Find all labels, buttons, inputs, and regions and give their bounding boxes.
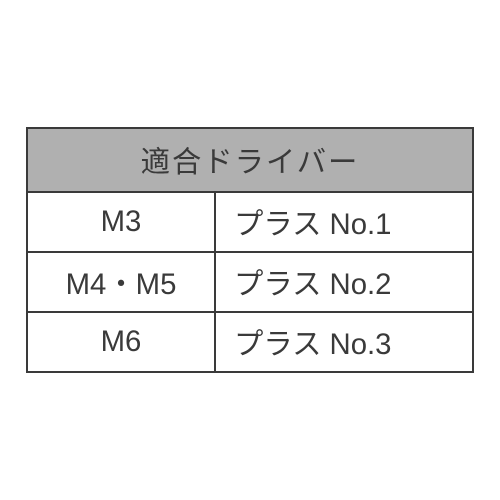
cell-driver: プラス No.2 (215, 252, 473, 312)
table-header: 適合ドライバー (27, 128, 473, 192)
cell-size: M6 (27, 312, 215, 372)
table-row: M4・M5 プラス No.2 (27, 252, 473, 312)
table-row: M6 プラス No.3 (27, 312, 473, 372)
canvas: 適合ドライバー M3 プラス No.1 M4・M5 プラス No.2 M6 プラ… (0, 0, 500, 500)
cell-driver: プラス No.3 (215, 312, 473, 372)
table-row: M3 プラス No.1 (27, 192, 473, 252)
cell-driver: プラス No.1 (215, 192, 473, 252)
compatible-driver-table: 適合ドライバー M3 プラス No.1 M4・M5 プラス No.2 M6 プラ… (26, 127, 474, 373)
cell-size: M4・M5 (27, 252, 215, 312)
cell-size: M3 (27, 192, 215, 252)
